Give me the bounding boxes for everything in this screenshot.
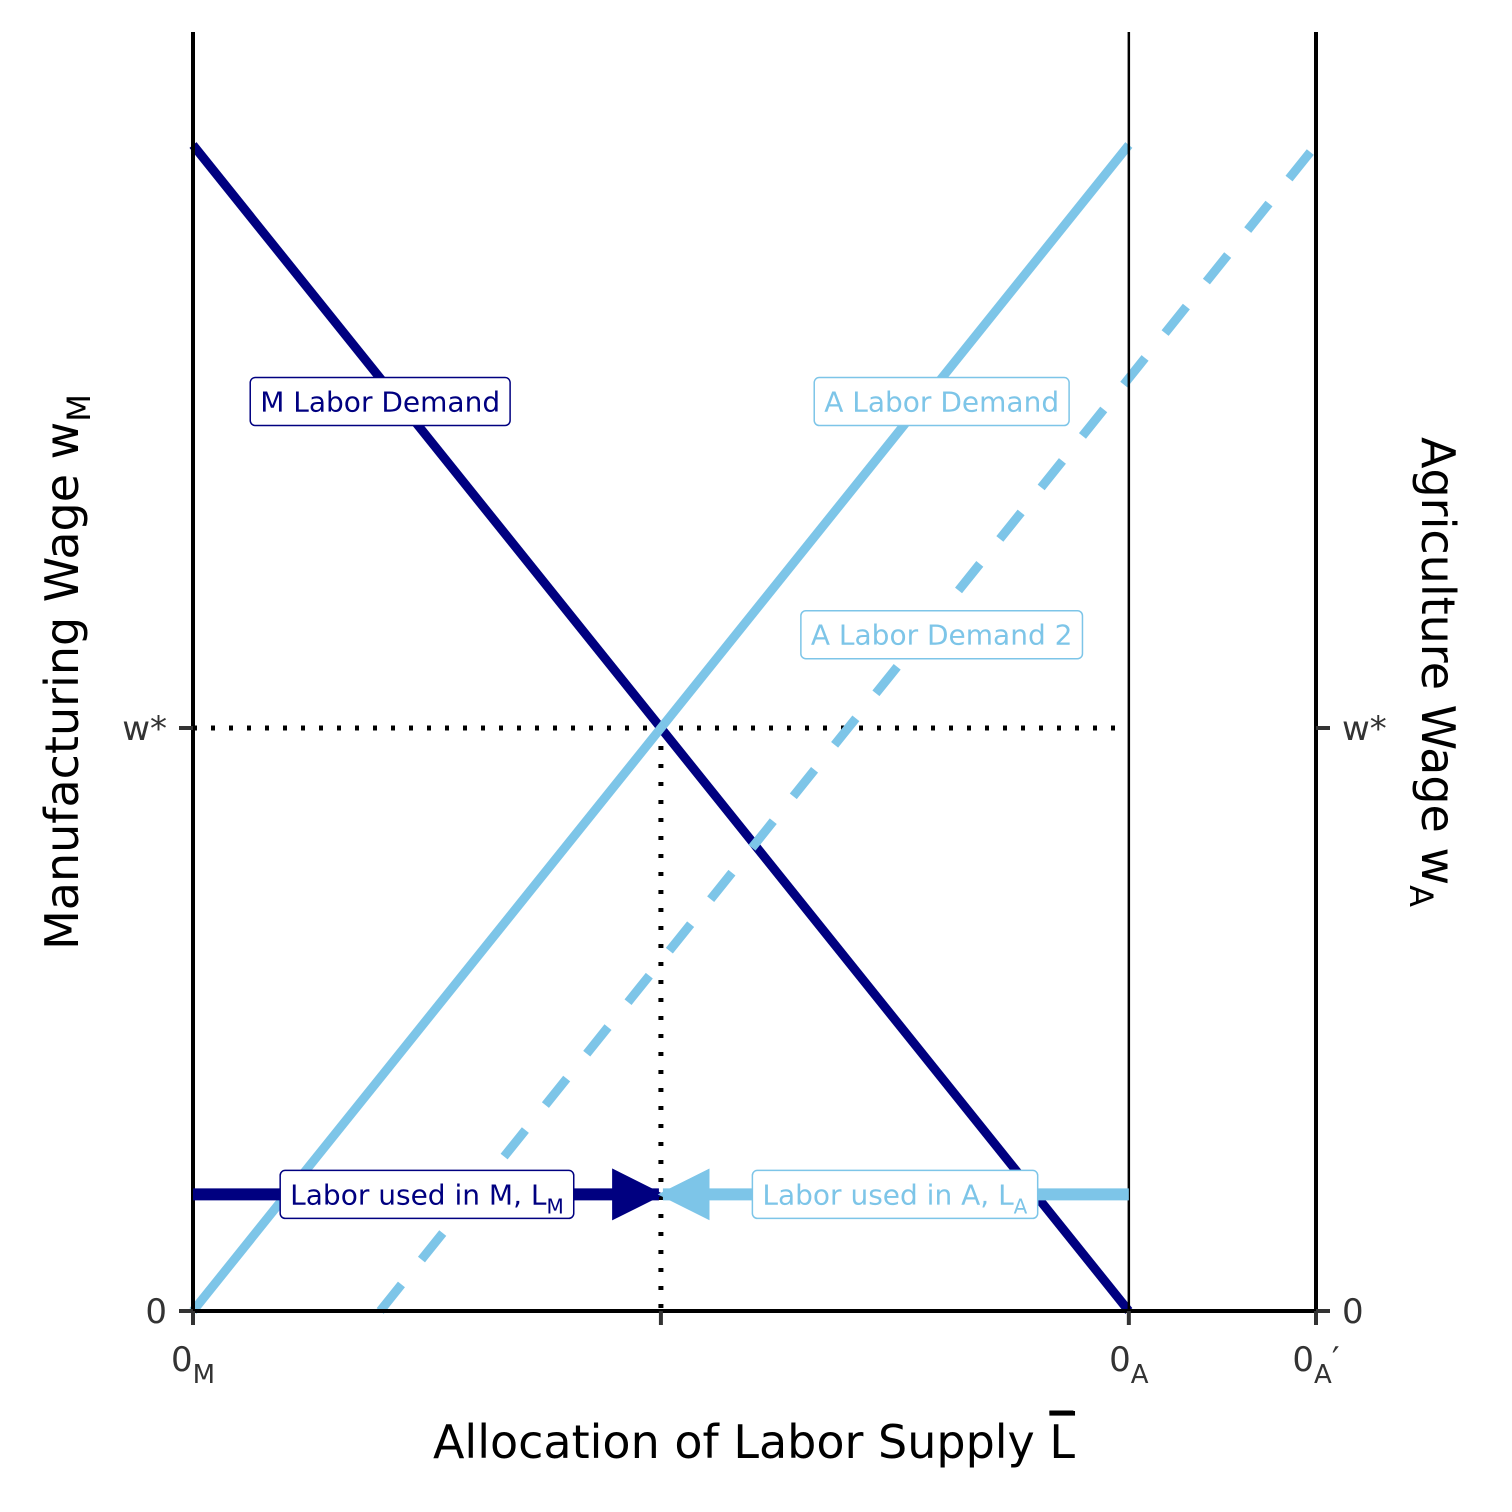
label-text: M Labor Demand (260, 386, 500, 419)
m-label: M Labor Demand (249, 376, 511, 427)
label-box (800, 609, 1084, 660)
left-y-tick-label: w* (122, 709, 167, 749)
a-label: A Labor Demand (813, 376, 1070, 427)
x-axis-title: Allocation of Labor Supply L (433, 1415, 1075, 1469)
left-y-tick-label: 0 (145, 1292, 167, 1332)
label-box (249, 376, 511, 427)
la-label: Labor used in A, LA (751, 1169, 1039, 1220)
label-text: A Labor Demand 2 (811, 619, 1073, 652)
right-y-tick-label: w* (1342, 709, 1387, 749)
label-box (751, 1169, 1039, 1220)
curve-labels: M Labor Demand A Labor Demand A Labor Dema… (249, 376, 1084, 1220)
a-demand-line (189, 142, 1133, 1314)
label-text: A Labor Demand (824, 386, 1059, 419)
lm-label: Labor used in M, LM (279, 1169, 575, 1220)
demand-curves (189, 142, 1320, 1314)
a-demand-2-line (376, 142, 1320, 1314)
axes: 0M 0A 0A′0w*0w* (122, 32, 1387, 1390)
label-box (813, 376, 1070, 427)
label-box (279, 1169, 575, 1220)
axis-titles: Allocation of Labor Supply L Manufacturin… (35, 394, 1465, 1469)
left-y-axis-title: Manufacturing Wage wM (35, 394, 98, 950)
label-text: Labor used in M, LM (290, 1178, 564, 1218)
a2-label: A Labor Demand 2 (800, 609, 1084, 660)
right-y-axis-title: Agriculture Wage wA (1402, 437, 1465, 907)
x-tick-label: 0M (171, 1340, 215, 1390)
equilibrium-guides (193, 725, 1129, 1311)
right-y-tick-label: 0 (1342, 1292, 1364, 1332)
label-text: Labor used in A, LA (762, 1178, 1027, 1218)
x-tick-label: 0A (1109, 1340, 1149, 1390)
x-tick-label: 0A′ (1292, 1340, 1339, 1390)
